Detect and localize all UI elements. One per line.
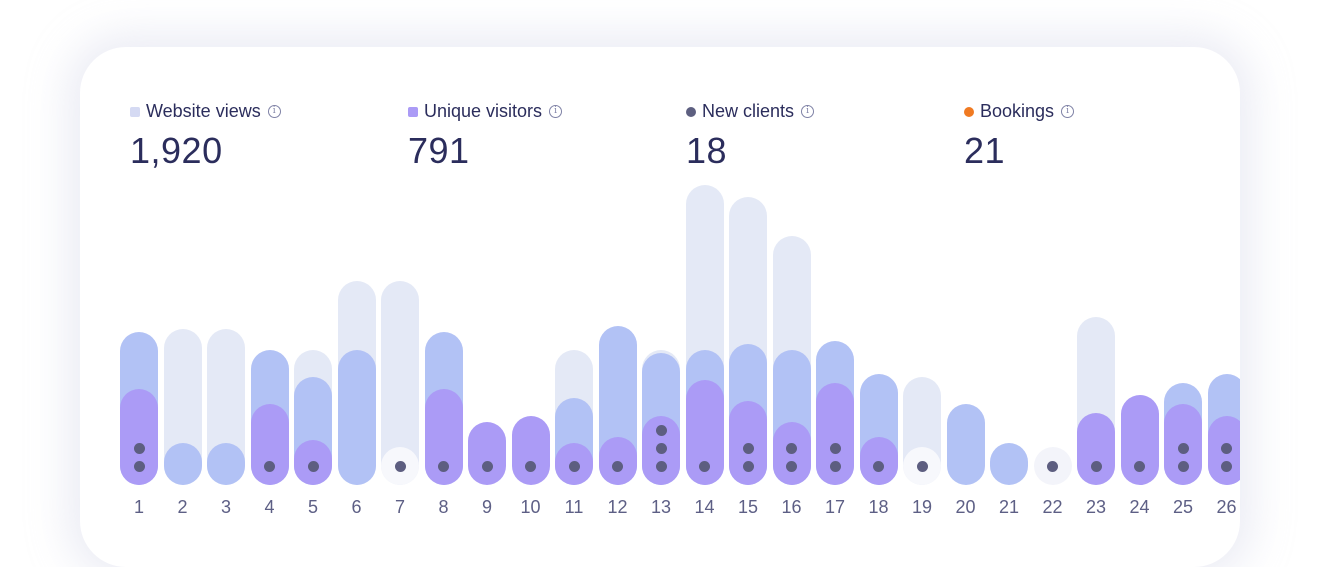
new-client-dot bbox=[829, 443, 841, 454]
new-client-dot bbox=[307, 461, 319, 472]
stat-label-text: Website views bbox=[146, 101, 261, 121]
stat-website-views: Website views i 1,920 bbox=[130, 101, 281, 172]
new-client-dot bbox=[786, 443, 797, 454]
bar-chart: 1 2 3 4 5 6 7 8 9 10 11 12 13 14 15 16 17 18 19 20 21 22 23 24 2… bbox=[80, 47, 1240, 567]
new-client-dot bbox=[829, 461, 841, 472]
x-tick-label: 9 bbox=[481, 497, 492, 517]
x-tick-label: 1 bbox=[133, 497, 144, 517]
x-tick-label: 25 bbox=[1172, 497, 1194, 517]
info-icon[interactable]: i bbox=[801, 105, 815, 118]
stat-label: Website views i bbox=[130, 101, 281, 122]
stat-bookings: Bookings i 21 bbox=[964, 101, 1075, 172]
new-client-dot bbox=[1221, 461, 1232, 472]
new-client-dot bbox=[394, 461, 406, 472]
x-tick-label: 13 bbox=[650, 497, 672, 517]
new-client-dot bbox=[525, 461, 536, 472]
x-tick-label: 7 bbox=[394, 497, 405, 517]
info-icon[interactable]: i bbox=[549, 105, 563, 118]
stat-value: 18 bbox=[686, 130, 728, 171]
x-tick-label: 15 bbox=[737, 497, 759, 517]
new-client-dot bbox=[438, 461, 449, 472]
x-tick-label: 2 bbox=[177, 497, 188, 517]
x-tick-label: 3 bbox=[220, 497, 231, 517]
unique-visitors-bar bbox=[1077, 413, 1115, 485]
new-client-dot bbox=[786, 461, 797, 472]
x-tick-label: 17 bbox=[824, 497, 846, 517]
secondary-bar bbox=[163, 443, 202, 485]
x-tick-label: 4 bbox=[264, 497, 275, 517]
stat-label-text: Unique visitors bbox=[424, 101, 543, 121]
stat-label: Unique visitors i bbox=[408, 101, 563, 122]
new-client-dot bbox=[481, 461, 493, 472]
unique-visitors-bar bbox=[511, 416, 550, 485]
secondary-bar bbox=[990, 443, 1028, 485]
unique-visitors-bar bbox=[468, 422, 506, 485]
info-icon[interactable]: i bbox=[1061, 105, 1075, 118]
stat-label-text: Bookings bbox=[980, 101, 1055, 121]
legend-swatch bbox=[130, 106, 140, 117]
secondary-bar bbox=[946, 404, 985, 485]
stat-value: 791 bbox=[408, 130, 470, 171]
new-client-dot bbox=[1047, 461, 1058, 472]
x-tick-label: 8 bbox=[438, 497, 449, 517]
new-client-dot bbox=[1177, 461, 1189, 472]
x-tick-label: 20 bbox=[955, 497, 976, 517]
x-tick-label: 21 bbox=[998, 497, 1020, 517]
unique-visitors-bar bbox=[250, 404, 289, 485]
new-client-dot bbox=[568, 461, 580, 472]
x-tick-label: 14 bbox=[694, 497, 715, 517]
x-tick-label: 24 bbox=[1129, 497, 1150, 517]
x-tick-label: 5 bbox=[307, 497, 318, 517]
new-client-dot bbox=[612, 461, 623, 472]
info-icon[interactable]: i bbox=[267, 105, 281, 118]
stat-label: New clients i bbox=[686, 101, 815, 122]
stat-label-text: New clients bbox=[702, 101, 795, 121]
new-client-dot bbox=[742, 443, 754, 454]
x-tick-label: 19 bbox=[911, 497, 933, 517]
new-client-dot bbox=[699, 461, 710, 472]
x-tick-label: 18 bbox=[868, 497, 889, 517]
stat-unique-visitors: Unique visitors i 791 bbox=[408, 101, 563, 172]
new-client-dot bbox=[655, 425, 667, 436]
new-client-dot bbox=[655, 461, 667, 472]
legend-swatch bbox=[964, 106, 974, 117]
secondary-bar bbox=[207, 443, 245, 485]
new-client-dot bbox=[1090, 461, 1102, 472]
x-tick-label: 16 bbox=[781, 497, 802, 517]
x-tick-label: 23 bbox=[1085, 497, 1107, 517]
secondary-bar bbox=[337, 350, 376, 485]
x-tick-label: 22 bbox=[1042, 497, 1063, 517]
x-tick-label: 10 bbox=[520, 497, 541, 517]
stat-new-clients: New clients i 18 bbox=[686, 101, 815, 172]
new-client-dot bbox=[1177, 443, 1189, 454]
stat-label: Bookings i bbox=[964, 101, 1075, 122]
x-tick-label: 6 bbox=[351, 497, 362, 517]
new-client-dot bbox=[133, 461, 145, 472]
legend-swatch bbox=[408, 106, 418, 117]
new-client-dot bbox=[264, 461, 275, 472]
new-client-dot bbox=[1221, 443, 1232, 454]
analytics-card: Website views i 1,920 Unique visitors i … bbox=[80, 47, 1240, 567]
stat-value: 1,920 bbox=[130, 130, 223, 171]
new-client-dot bbox=[1134, 461, 1145, 472]
new-client-dot bbox=[655, 443, 667, 454]
new-client-dot bbox=[742, 461, 754, 472]
x-tick-label: 12 bbox=[607, 497, 628, 517]
new-client-dot bbox=[873, 461, 884, 472]
legend-swatch bbox=[686, 106, 696, 117]
x-tick-label: 26 bbox=[1216, 497, 1237, 517]
stat-value: 21 bbox=[964, 130, 1006, 171]
new-client-dot bbox=[916, 461, 928, 472]
new-client-dot bbox=[133, 443, 145, 454]
x-tick-label: 11 bbox=[564, 497, 584, 517]
